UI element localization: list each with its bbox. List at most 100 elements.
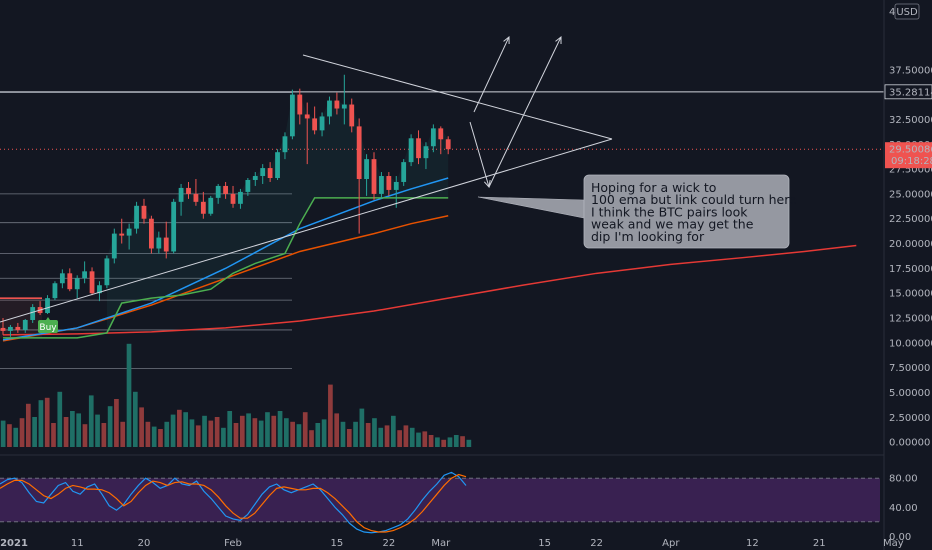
- currency-label: USD: [896, 7, 918, 18]
- price-axis: 4037.5000035.0000032.5000030.0000027.500…: [883, 0, 932, 550]
- time-tick-label: 11: [71, 538, 84, 549]
- candle-body: [341, 104, 347, 109]
- candle-body: [245, 179, 251, 192]
- candle-body: [260, 168, 266, 177]
- volume-bar: [277, 411, 283, 447]
- price-tick-label: 10.00000: [889, 338, 932, 349]
- candle-body: [230, 193, 236, 204]
- time-tick-label: 21: [813, 538, 826, 549]
- volume-bar: [466, 439, 472, 447]
- time-tick-label: Mar: [431, 538, 451, 549]
- candle-body: [134, 205, 139, 229]
- projection-arrow: [473, 36, 510, 113]
- candle-body: [379, 176, 384, 194]
- candle-body: [45, 298, 50, 314]
- stochastic-oscillator: [0, 454, 884, 534]
- volume-bar: [57, 391, 63, 447]
- price-tick-label: 5.00000: [889, 388, 930, 399]
- stoch-k-line: [0, 471, 467, 534]
- candle-body: [282, 136, 288, 153]
- candle-body: [97, 285, 102, 294]
- price-tick-label: 15.00000: [889, 289, 932, 300]
- volume-bar: [88, 395, 94, 447]
- projection-arrow: [488, 36, 562, 188]
- candle-body: [275, 152, 280, 179]
- volume-bar: [95, 414, 100, 447]
- candle-body: [438, 128, 444, 140]
- volume-bar: [132, 391, 138, 447]
- volume-bar: [309, 430, 314, 447]
- volume-bar: [63, 417, 69, 447]
- trendline-drawings[interactable]: Buy: [0, 35, 613, 333]
- candle-body: [430, 128, 436, 147]
- time-tick-label: May: [883, 538, 904, 549]
- volume-bar: [441, 439, 447, 447]
- candle-body: [252, 176, 258, 180]
- candle-body: [82, 271, 88, 279]
- volume-bar: [195, 425, 201, 447]
- volume-bar: [397, 430, 402, 447]
- volume-bar: [13, 427, 19, 447]
- price-tick-label: 27.50000: [889, 165, 932, 176]
- candle-body: [445, 139, 451, 150]
- volume-bar: [158, 429, 163, 447]
- candle-body: [119, 233, 125, 236]
- price-tick-label: 32.50000: [889, 115, 932, 126]
- note-line: 100 ema but link could turn here: [591, 192, 797, 207]
- volume-bar: [384, 425, 390, 447]
- volume-bar: [177, 409, 182, 447]
- time-tick-label: 15: [538, 538, 551, 549]
- volume-bar: [346, 429, 352, 447]
- countdown-label: 09:18:28: [891, 156, 932, 167]
- note-line: Hoping for a wick to: [591, 180, 716, 195]
- volume-bar: [422, 431, 428, 447]
- candle-body: [178, 187, 184, 202]
- currency-badge: [894, 3, 920, 20]
- candle-body: [386, 176, 392, 190]
- candle-body: [59, 273, 65, 284]
- volume-bar: [359, 408, 365, 447]
- candle-body: [312, 118, 318, 131]
- candle-body: [364, 159, 369, 179]
- candle-body: [111, 233, 117, 259]
- volume-bar: [315, 423, 321, 447]
- candle-body: [319, 116, 325, 131]
- price-label: 35.28114: [889, 87, 932, 98]
- volume-bar: [353, 421, 358, 447]
- volume-bar: [409, 427, 415, 447]
- candle-body: [104, 258, 110, 286]
- time-tick-label: 2021: [0, 538, 28, 549]
- candle-body: [393, 181, 399, 190]
- wedge-upper-line: [302, 54, 613, 140]
- price-tick-label: 22.50000: [889, 214, 932, 225]
- last-price-label: 29.50086: [889, 145, 932, 156]
- price-tick-label: 20.00000: [889, 239, 932, 250]
- volume-bar: [0, 420, 6, 447]
- oscillator-tick-label: 40.00: [889, 503, 918, 514]
- volume-bar: [365, 423, 371, 447]
- candle-body: [22, 319, 28, 330]
- price-tick-label: 7.50000: [889, 363, 930, 374]
- stoch-d-line: [0, 473, 467, 533]
- volume-bar: [233, 423, 239, 447]
- time-tick-label: 22: [590, 538, 603, 549]
- volume-bar: [403, 425, 409, 447]
- volume-bar: [151, 426, 157, 447]
- volume-bar: [302, 412, 308, 447]
- volume-bar: [252, 418, 258, 447]
- candle-body: [141, 205, 147, 219]
- volume-bar: [334, 413, 340, 447]
- candle-body: [52, 283, 58, 299]
- volume-bar: [372, 418, 377, 447]
- candle-body: [327, 100, 332, 117]
- candle-body: [408, 138, 414, 163]
- volume-bar: [25, 403, 31, 447]
- volume-bar: [76, 413, 82, 447]
- volume-bar: [328, 384, 333, 447]
- candle-body: [163, 237, 169, 252]
- note-line: I think the BTC pairs look: [591, 204, 748, 219]
- candle-body: [193, 193, 199, 202]
- volume-bar: [107, 406, 113, 447]
